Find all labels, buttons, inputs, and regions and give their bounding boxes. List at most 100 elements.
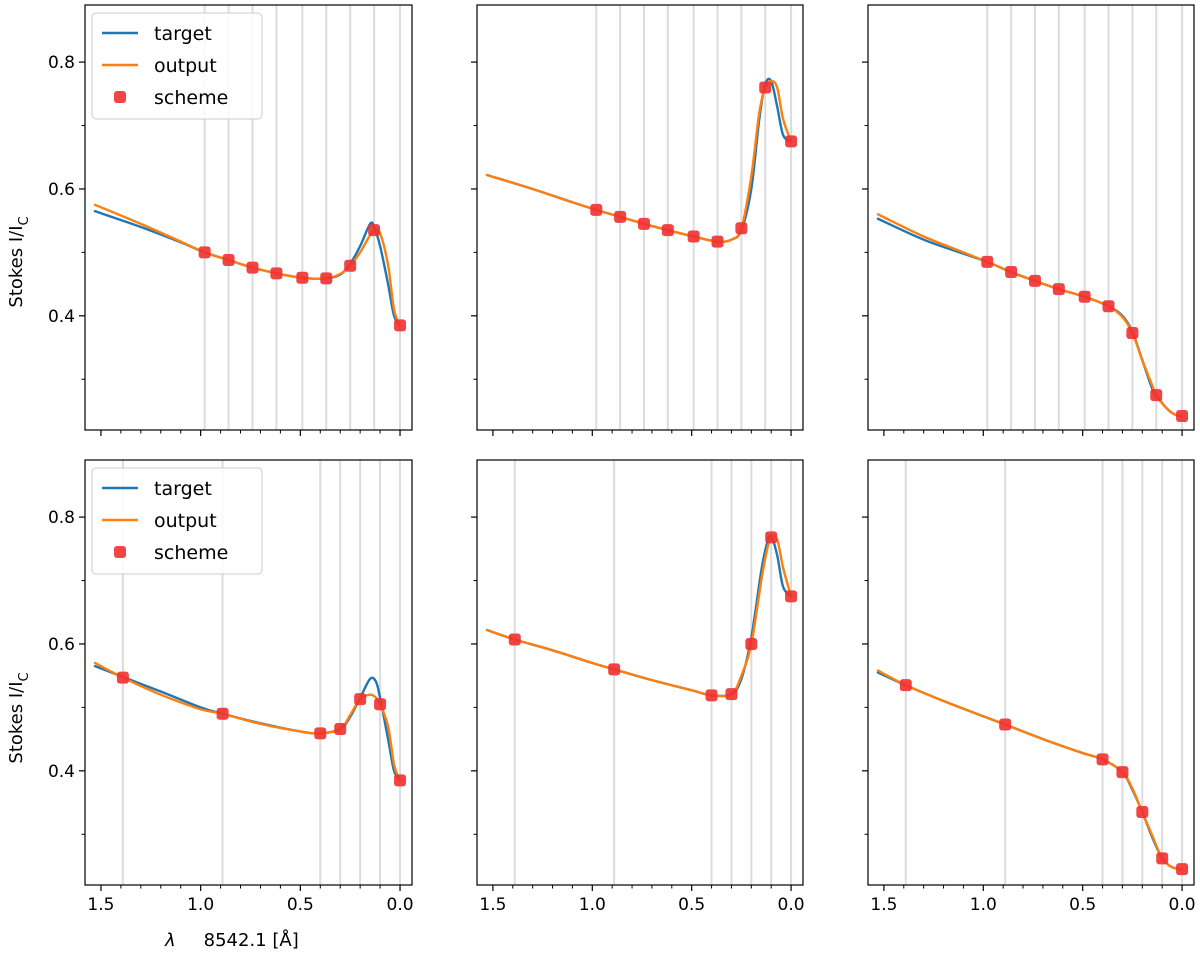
scheme-point [1116,766,1129,779]
scheme-point [374,698,387,711]
panel-row1-col1: 0.4 0.6 0.8 target output scheme [48,4,413,436]
scheme-point [1078,290,1091,303]
legend: target output scheme [91,467,263,575]
series-line-output [876,213,1184,418]
legend-label-output: output [154,55,217,77]
series-line-output [485,534,793,698]
xtick-label: 0.0 [387,895,414,915]
scheme-point [1052,283,1065,296]
scheme-point [508,633,521,646]
scheme-point [1176,863,1189,876]
xtick-label: 0.5 [1069,895,1096,915]
legend-box [91,12,263,120]
legend-swatch-scheme [114,91,126,103]
panel-row2-col2: 1.5 1.0 0.5 0.0 [471,459,805,915]
series-line-target [876,217,1184,418]
ylabel-top: Stokes I/IC [6,216,32,307]
scheme-point [1028,274,1041,287]
panel-row2-col1: 0.4 0.6 0.8 1.5 1.0 0.5 0.0 target output scheme [48,459,414,915]
ytick-label: 0.4 [48,762,75,782]
xlabel-rest: 8542.1 [Å] [204,929,299,951]
series-line-target [485,534,793,698]
scheme-point [1102,300,1115,313]
scheme-point [725,688,738,701]
scheme-point [368,224,381,237]
scheme-point [899,679,912,692]
ytick-label: 0.4 [48,307,75,327]
xtick-label: 0.5 [287,895,314,915]
plot-area [93,460,407,885]
scheme-point [314,727,327,740]
legend-swatch-scheme [114,546,126,558]
xtick-label: 1.0 [970,895,997,915]
scheme-point [711,235,724,248]
scheme-point [661,224,674,237]
series-line-output [876,669,1184,871]
scheme-point [1176,410,1189,423]
scheme-point [705,689,718,702]
ylabel-bottom: Stokes I/IC [6,672,32,763]
xlabel: λ 8542.1 [Å] [164,929,299,951]
scheme-point [759,81,772,94]
panel-row2-col3: 1.5 1.0 0.5 0.0 [862,459,1196,915]
axes-frame [84,4,413,431]
legend-box [91,467,263,575]
axes-frame [867,459,1195,886]
scheme-point [608,663,621,676]
panel-row1-col3 [862,4,1195,436]
ytick-label: 0.6 [48,180,75,200]
ytick-label: 0.8 [48,53,75,73]
scheme-point [394,774,407,787]
axes-frame [476,459,804,886]
scheme-point [296,271,309,284]
scheme-point [198,246,211,259]
scheme-point [344,259,357,272]
scheme-point [614,210,627,223]
xtick-label: 0.0 [1169,895,1196,915]
legend-label-target: target [154,23,212,45]
legend: target output scheme [91,12,263,120]
plot-area [485,460,798,885]
axes-frame [867,4,1195,431]
scheme-point [270,267,283,280]
scheme-point [394,319,407,332]
scheme-point [999,718,1012,731]
scheme-point [785,135,798,148]
scheme-point [1150,389,1163,402]
scheme-point [765,531,778,544]
legend-label-scheme: scheme [154,87,228,109]
legend-label-target: target [154,478,212,500]
legend-label-output: output [154,510,217,532]
xtick-label: 0.0 [778,895,805,915]
scheme-point [320,272,333,285]
xtick-label: 1.5 [479,895,506,915]
plot-area [876,460,1189,885]
scheme-point [590,203,603,216]
scheme-point [785,590,798,603]
ytick-label: 0.8 [48,508,75,528]
xtick-label: 1.0 [187,895,214,915]
axes-frame [476,4,804,431]
scheme-point [334,722,347,735]
plot-area [876,5,1189,430]
scheme-point [1126,326,1139,339]
scheme-point [981,255,994,268]
axes-frame [84,459,413,886]
ylabel-bottom-subscript: C [17,672,32,681]
xtick-label: 1.0 [579,895,606,915]
scheme-point [1136,806,1149,819]
scheme-point [1005,266,1018,279]
plot-area [93,5,407,430]
xtick-label: 1.5 [87,895,114,915]
xtick-label: 1.5 [870,895,897,915]
series-line-target [485,77,793,243]
scheme-point [687,230,700,243]
series-line-target [93,664,402,782]
scheme-point [735,222,748,235]
panel-row1-col2 [471,4,804,436]
series-line-target [876,671,1184,871]
ylabel-top-subscript: C [17,216,32,225]
scheme-point [222,254,235,266]
legend-label-scheme: scheme [154,542,228,564]
